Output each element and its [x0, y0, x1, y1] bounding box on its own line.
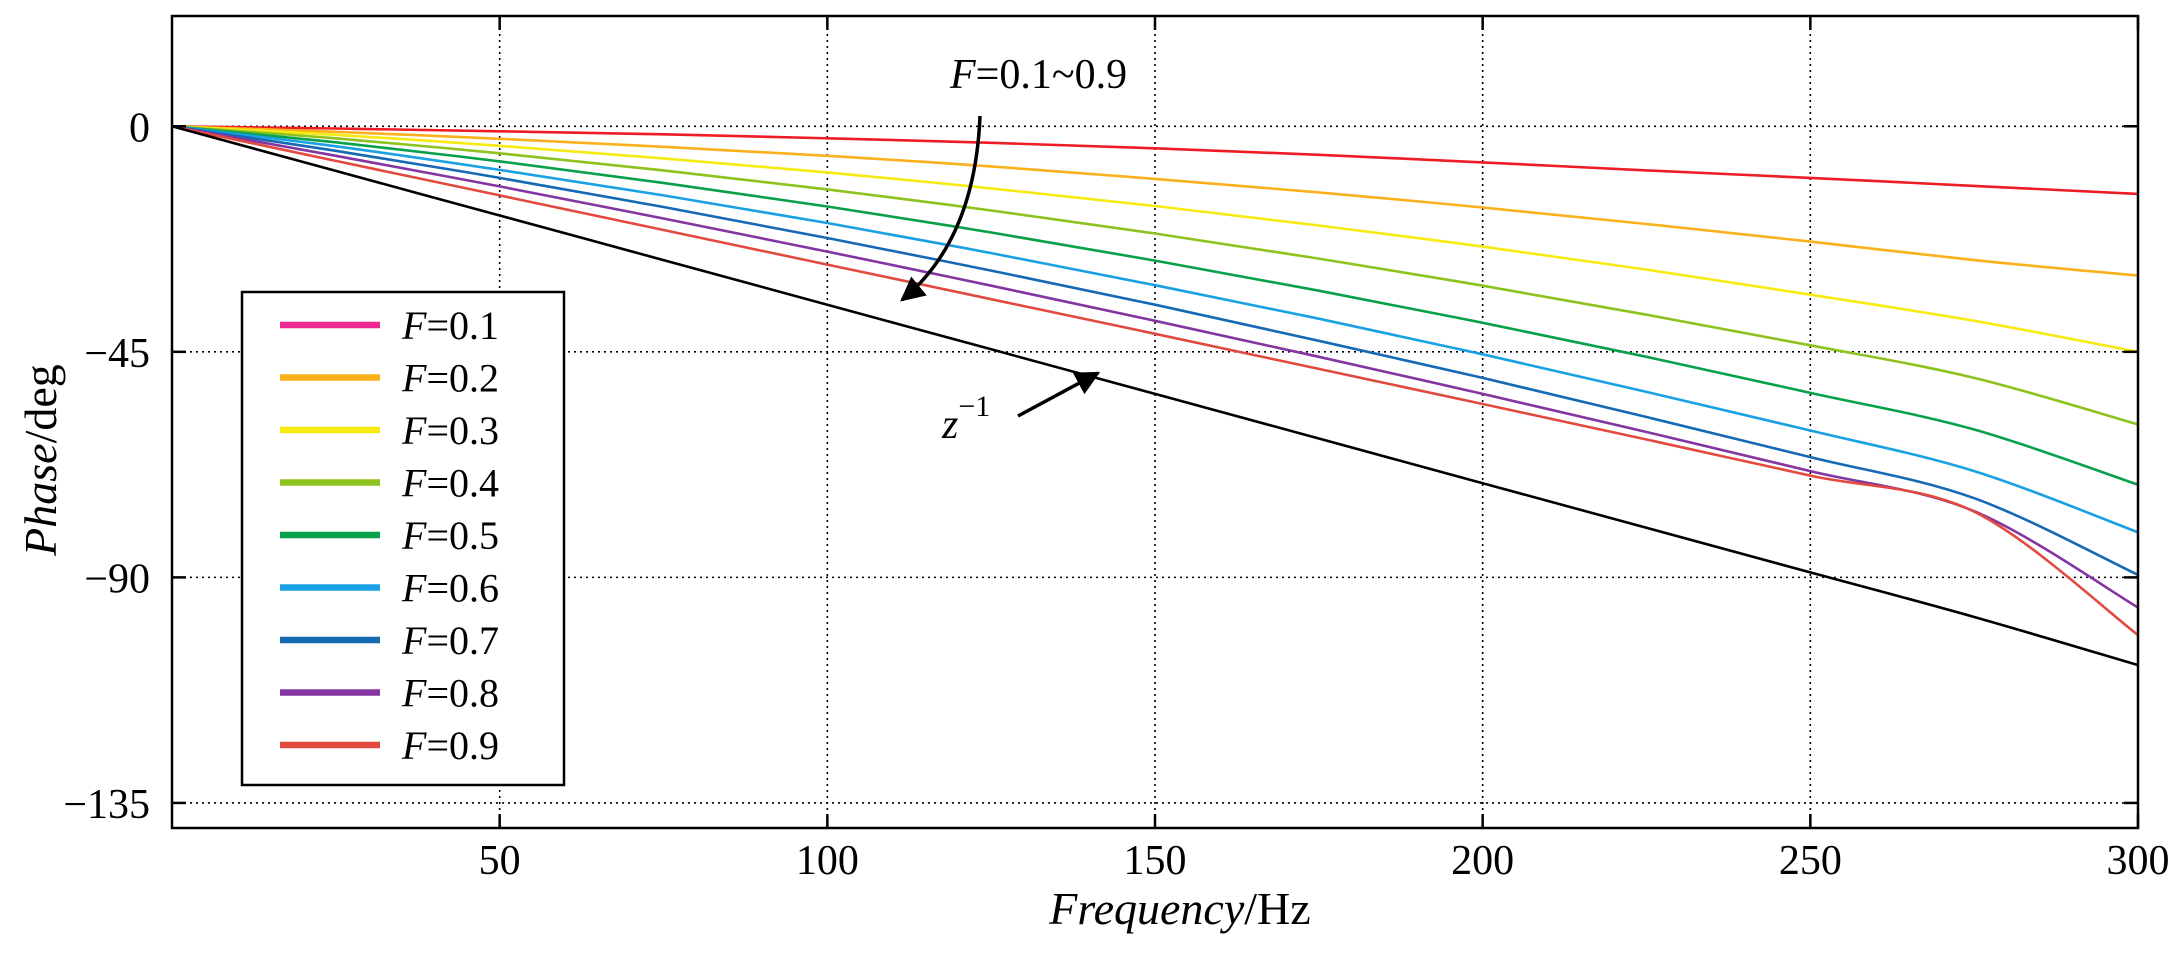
y-tick-label--135: −135	[63, 782, 150, 828]
y-tick-label--45: −45	[84, 331, 150, 377]
series-line-f-0-6	[171, 125, 2139, 534]
legend-label-f-0-9: F=0.9	[401, 723, 499, 768]
tick-marks	[172, 16, 2140, 828]
series-line-f-0-5	[171, 125, 2139, 486]
x-axis-label: Frequency/Hz	[1048, 883, 1310, 934]
series-line-f-0-2	[171, 125, 2139, 277]
x-tick-label-250: 250	[1779, 838, 1842, 884]
legend-label-f-0-2: F=0.2	[401, 356, 499, 401]
series-line-f-0-1	[171, 125, 2139, 196]
x-tick-label-300: 300	[2107, 838, 2170, 884]
legend-label-f-0-7: F=0.7	[401, 618, 499, 663]
legend-label-f-0-4: F=0.4	[401, 461, 499, 506]
y-axis-label: Phase/deg	[15, 364, 66, 557]
legend: F=0.1 F=0.2 F=0.3 F=0.4 F=0.5 F=0.6 F=0.7 F=0.8…	[240, 290, 566, 787]
F-range-annotation-text: F=0.1~0.9	[949, 52, 1127, 98]
z-inverse-annotation-text: z−1	[941, 390, 990, 448]
series-line-z-1	[171, 125, 2139, 667]
legend-label-f-0-6: F=0.6	[401, 566, 499, 611]
legend-box	[240, 290, 566, 787]
x-tick-label-200: 200	[1451, 838, 1514, 884]
z-inverse-annotation-arrow	[1017, 371, 1101, 418]
F-range-annotation-arrow	[900, 115, 982, 302]
z-inverse-annotation: z−1	[941, 371, 1101, 448]
series-group	[171, 125, 2139, 667]
legend-label-f-0-5: F=0.5	[401, 513, 499, 558]
x-tick-label-150: 150	[1124, 838, 1187, 884]
x-tick-label-50: 50	[479, 838, 521, 884]
y-tick-label--90: −90	[84, 556, 150, 602]
legend-label-f-0-8: F=0.8	[401, 671, 499, 716]
legend-entries: F=0.1 F=0.2 F=0.3 F=0.4 F=0.5 F=0.6 F=0.7 F=0.8…	[280, 303, 499, 768]
series-line-f-0-8	[171, 125, 2139, 609]
legend-label-f-0-3: F=0.3	[401, 408, 499, 453]
F-range-annotation: F=0.1~0.9	[900, 52, 1127, 302]
series-line-f-0-3	[171, 125, 2139, 354]
x-tick-label-100: 100	[796, 838, 859, 884]
grid	[172, 16, 2138, 828]
y-tick-label-0: 0	[129, 105, 150, 151]
legend-label-f-0-1: F=0.1	[401, 303, 499, 348]
tick-labels: 50 100 150 200 250 300 0 −45 −90 −135	[63, 105, 2169, 884]
series-line-f-0-7	[171, 125, 2139, 577]
series-line-f-0-9	[171, 125, 2139, 637]
series-line-f-0-4	[171, 125, 2139, 426]
